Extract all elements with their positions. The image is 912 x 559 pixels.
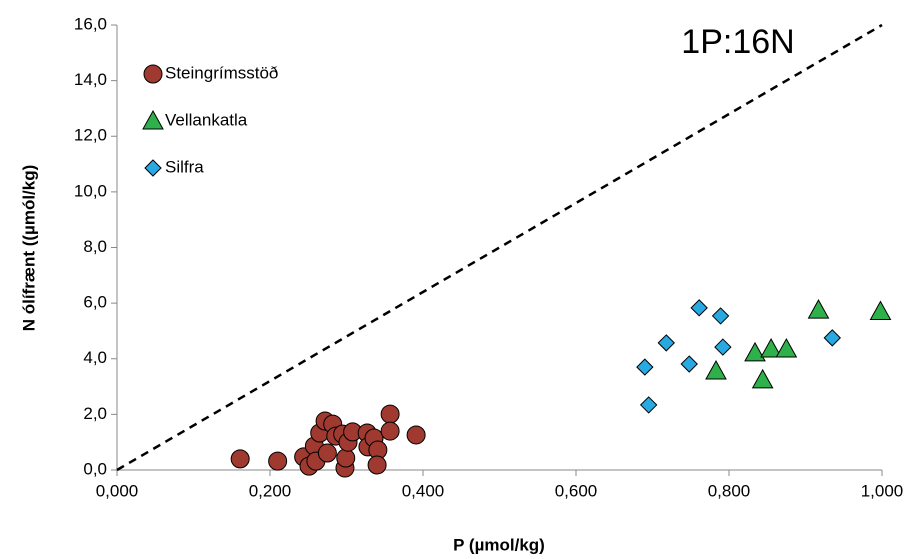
point xyxy=(380,421,400,441)
y-tick-label: 8,0 xyxy=(83,237,107,256)
x-tick-label: 0,600 xyxy=(555,481,598,500)
y-tick-label: 2,0 xyxy=(83,404,107,423)
y-tick-label: 14,0 xyxy=(74,70,107,89)
point xyxy=(705,359,727,380)
legend-label: Vellankatla xyxy=(165,110,248,129)
point xyxy=(760,337,782,358)
point xyxy=(639,396,658,414)
point xyxy=(823,329,841,347)
point xyxy=(711,307,730,325)
legend-marker xyxy=(143,64,163,84)
point xyxy=(807,299,830,319)
x-axis-title: P (µmol/kg) xyxy=(453,535,545,554)
x-tick-label: 0,200 xyxy=(249,481,292,500)
x-tick-label: 0,000 xyxy=(96,481,139,500)
x-tick-label: 0,800 xyxy=(708,481,751,500)
x-tick-label: 1,000 xyxy=(861,481,904,500)
y-tick-label: 4,0 xyxy=(83,348,107,367)
point xyxy=(714,338,732,356)
point xyxy=(775,337,798,358)
point xyxy=(869,300,892,320)
y-axis-title: N ólífrænt ((µmól/kg) xyxy=(19,165,38,332)
point xyxy=(636,358,654,376)
annotation: 1P:16N xyxy=(681,23,794,61)
y-tick-label: 12,0 xyxy=(74,126,107,145)
y-tick-label: 6,0 xyxy=(83,293,107,312)
x-tick-label: 0,400 xyxy=(402,481,445,500)
point xyxy=(744,341,766,362)
ratio-line xyxy=(116,23,883,472)
point xyxy=(336,448,356,468)
y-tick-label: 16,0 xyxy=(74,14,107,33)
legend-marker xyxy=(142,109,164,130)
point xyxy=(680,355,698,373)
point xyxy=(406,425,426,445)
point xyxy=(230,449,250,469)
point xyxy=(380,404,400,424)
point xyxy=(317,443,337,463)
y-tick-label: 10,0 xyxy=(74,181,107,200)
point xyxy=(367,455,387,475)
y-tick-label: 0,0 xyxy=(83,459,107,478)
point xyxy=(690,299,708,317)
legend-marker xyxy=(144,159,162,177)
point xyxy=(657,334,675,352)
point xyxy=(751,368,774,389)
legend-label: Silfra xyxy=(165,157,204,176)
legend-label: Steingrímsstöð xyxy=(165,63,278,82)
point xyxy=(268,451,288,471)
